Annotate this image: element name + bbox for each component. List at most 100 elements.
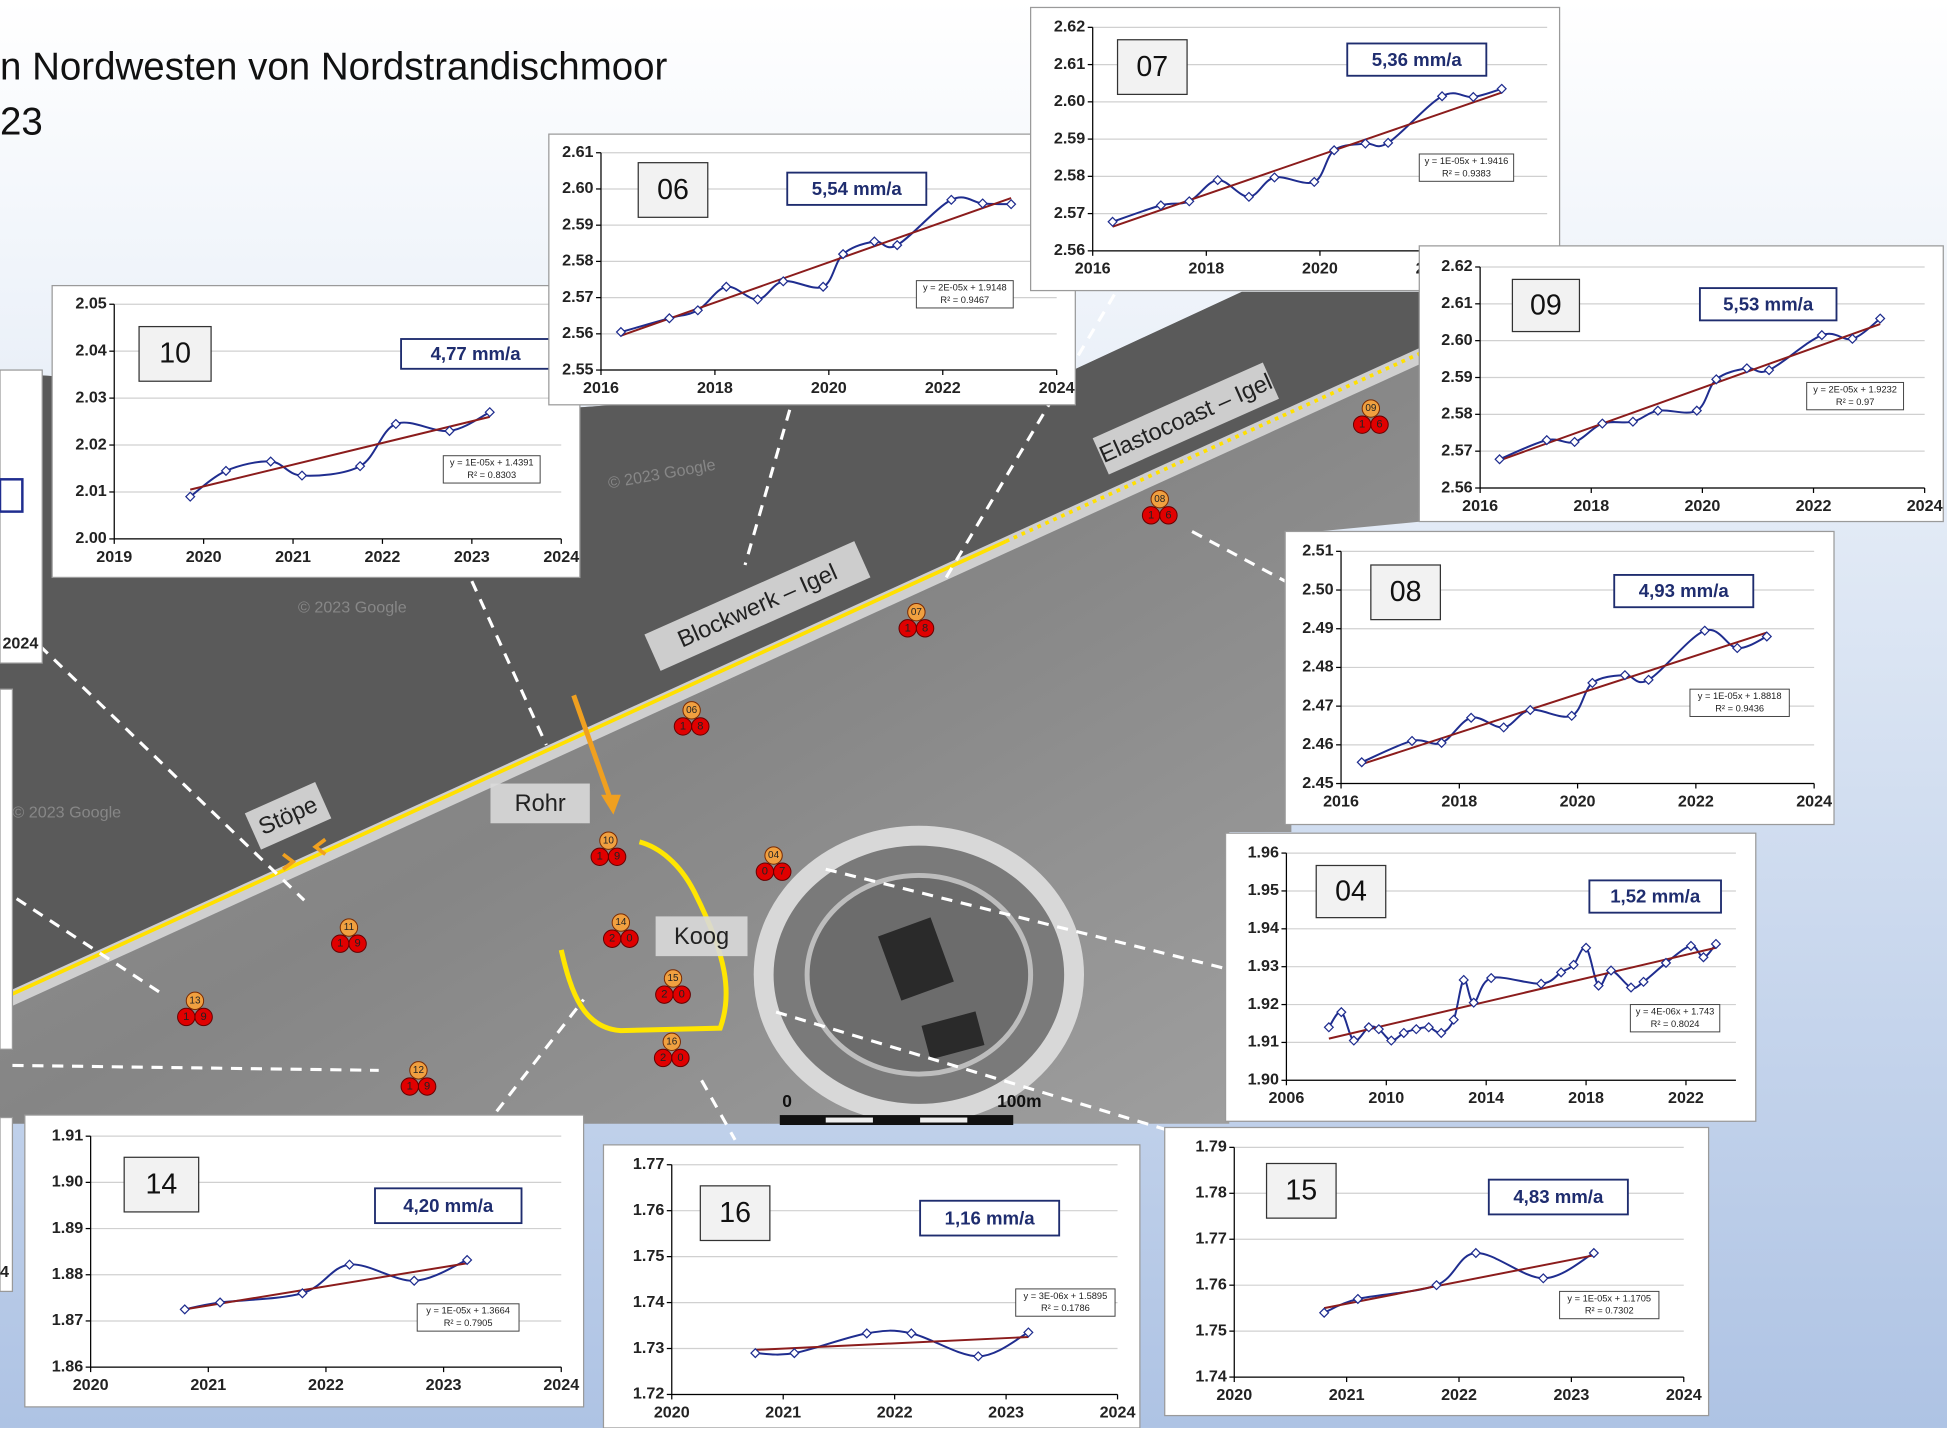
y-tick-label: 2.48 <box>1302 658 1333 676</box>
leader-line <box>470 580 548 746</box>
marker-digit: 9 <box>424 1080 430 1092</box>
revetment-line <box>0 539 1007 1002</box>
x-tick-label: 2014 <box>1468 1089 1504 1107</box>
data-point <box>220 465 232 477</box>
y-tick-label: 1.90 <box>52 1173 83 1191</box>
x-tick-label: 2020 <box>1302 260 1338 278</box>
data-point <box>946 194 957 206</box>
x-tick-label: 2022 <box>877 1403 913 1421</box>
data-point <box>1436 737 1447 749</box>
map-label-box <box>644 541 871 671</box>
trend-line <box>1112 91 1503 228</box>
equation-text: y = 1E-05x + 1.3664 <box>426 1306 510 1316</box>
rate-box <box>1487 1178 1629 1216</box>
data-point <box>1660 957 1672 969</box>
leader-line <box>825 867 1226 971</box>
data-point <box>1468 997 1479 1008</box>
leader-line <box>1191 530 1286 583</box>
marker-digit: 0 <box>626 933 632 945</box>
stoepe-arrows <box>281 837 327 871</box>
marker-digit: 1 <box>1359 419 1365 431</box>
marker-digit: 7 <box>779 866 785 878</box>
marker-digit: 1 <box>337 938 343 950</box>
marker-circle <box>773 862 792 881</box>
x-tick-label: 2006 <box>1268 1089 1304 1107</box>
data-point <box>214 1297 226 1308</box>
map-label-box <box>655 916 748 957</box>
leader-line <box>0 886 163 995</box>
data-point <box>1698 951 1709 963</box>
y-tick-label: 2.59 <box>1441 368 1472 386</box>
marker-id-circle <box>662 1032 681 1051</box>
koog-outline <box>558 839 729 1034</box>
x-tick-label: 2024 <box>543 1376 579 1394</box>
rate-box <box>919 1199 1061 1237</box>
x-tick-label: 2016 <box>1323 792 1359 810</box>
data-point <box>1597 418 1608 429</box>
equation-text: y = 3E-06x + 1.5895 <box>1024 1291 1108 1301</box>
data-point <box>1555 967 1567 978</box>
scale-label: 0 <box>782 1091 792 1111</box>
y-tick-label: 1.74 <box>1195 1367 1226 1385</box>
y-tick-label: 2.62 <box>1054 18 1085 36</box>
watermark: © 2023 Google <box>298 599 407 617</box>
data-point <box>752 294 763 305</box>
station-label: 04 <box>1335 875 1367 907</box>
station-box <box>699 1185 771 1242</box>
x-tick-label: 2021 <box>1329 1386 1365 1404</box>
y-tick-label: 2.50 <box>1302 580 1333 598</box>
equation-text: y = 1E-05x + 1.1705 <box>1567 1293 1651 1303</box>
data-point <box>837 248 849 260</box>
y-tick-label: 1.76 <box>633 1201 664 1219</box>
trend-line <box>755 1336 1029 1351</box>
marker-id: 11 <box>344 922 355 933</box>
marker-digit: 8 <box>697 720 703 732</box>
marker-circle <box>1159 506 1178 525</box>
station-box <box>1370 564 1442 621</box>
data-point <box>1436 1027 1447 1039</box>
data-point <box>408 1275 420 1286</box>
data-point <box>817 281 829 292</box>
data-point <box>1436 91 1448 102</box>
scale-bar-seg <box>825 1117 873 1123</box>
equation-text: R² = 0.8303 <box>467 470 516 480</box>
y-tick-label: 1.77 <box>1195 1230 1226 1248</box>
data-point <box>484 406 495 418</box>
data-point <box>1005 198 1017 210</box>
equation-box <box>442 455 541 484</box>
marker-circle <box>607 847 627 866</box>
marker-circle <box>671 1048 690 1068</box>
y-tick-label: 2.60 <box>562 179 593 197</box>
chart-panel <box>24 1114 585 1408</box>
data-point <box>1352 1293 1364 1305</box>
x-tick-label: 2018 <box>697 379 733 397</box>
y-tick-label: 2.57 <box>1441 441 1472 459</box>
x-tick-label: 2016 <box>583 379 619 397</box>
cropped-panel <box>0 1116 14 1293</box>
data-point <box>1874 313 1886 324</box>
leader-lines <box>0 288 1286 1141</box>
y-tick-label: 2.57 <box>1054 204 1085 222</box>
data-point <box>1470 1247 1482 1259</box>
data-point <box>789 1347 800 1359</box>
y-tick-label: 1.91 <box>1248 1033 1279 1051</box>
station-box <box>637 162 709 218</box>
equation-box <box>1689 688 1790 717</box>
marker-circle <box>417 1077 437 1096</box>
marker-id: 09 <box>1365 403 1377 414</box>
x-tick-label: 2020 <box>186 548 222 566</box>
data-point <box>1155 200 1167 211</box>
marker-digit: 1 <box>905 622 911 634</box>
marker-digit: 1 <box>407 1080 413 1092</box>
y-tick-label: 1.94 <box>1248 919 1279 937</box>
y-tick-label: 2.00 <box>75 529 106 547</box>
data-point <box>721 281 732 292</box>
scale-label: 100m <box>997 1091 1041 1111</box>
map-label-text: Rohr <box>515 790 566 816</box>
data-point <box>906 1328 917 1339</box>
x-tick-label: 2022 <box>925 379 961 397</box>
equation-text: R² = 0.9383 <box>1442 168 1491 178</box>
marker-id: 06 <box>686 705 698 716</box>
marker-circle <box>915 619 935 638</box>
